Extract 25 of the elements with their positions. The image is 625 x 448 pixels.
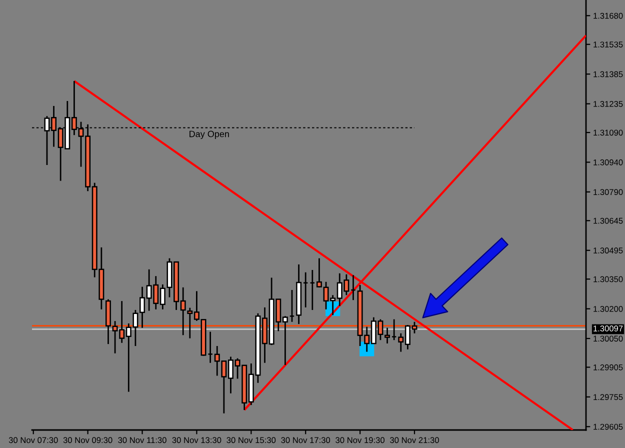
y-tick-label: 1.31235 [594,100,623,107]
y-tick-label: 1.30350 [594,276,623,282]
x-tick-label: 30 Nov 19:30 [336,437,385,444]
y-tick-label: 1.30790 [594,189,623,196]
y-tick-label: 1.29605 [594,424,623,430]
y-tick-label: 1.31385 [594,71,623,78]
x-tick-label: 30 Nov 15:30 [226,437,276,444]
x-tick-label: 30 Nov 13:30 [172,437,222,444]
y-tick-label: 1.30495 [594,248,623,254]
y-tick-label: 1.30200 [594,306,623,312]
y-tick-label: 1.30940 [594,159,623,166]
y-tick-label: 1.31090 [594,130,623,136]
x-tick-label: 30 Nov 09:30 [63,437,112,444]
x-tick-label: 30 Nov 21:30 [390,437,439,444]
y-tick-label: 1.30645 [594,218,623,224]
series-label: Day Open [190,130,229,139]
x-tick-label: 30 Nov 07:30 [8,437,58,444]
y-tick-label: 1.31680 [594,12,623,19]
y-tick-label: 1.31535 [594,42,623,48]
y-tick-label: 1.30050 [594,336,623,342]
ref-line-label: 1.30097 [594,326,623,332]
y-tick-label: 1.29905 [594,364,623,370]
x-tick-label: 30 Nov 11:30 [118,437,166,444]
x-tick-label: 30 Nov 17:30 [281,437,330,444]
y-tick-label: 1.29755 [594,394,623,400]
